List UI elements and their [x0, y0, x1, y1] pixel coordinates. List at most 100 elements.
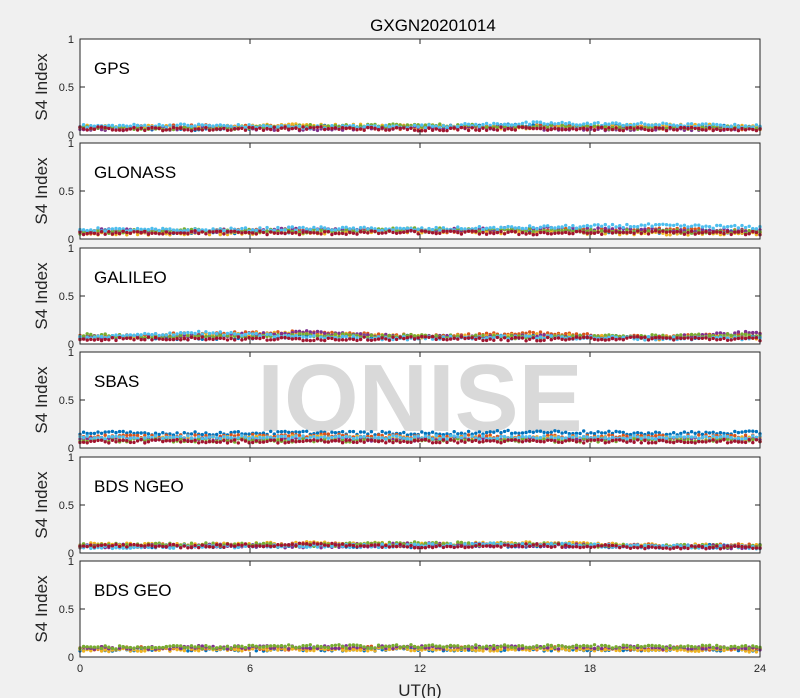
- data-point: [729, 124, 733, 129]
- data-point: [139, 337, 143, 342]
- data-point: [502, 226, 507, 230]
- data-point: [747, 127, 751, 131]
- data-point: [99, 338, 104, 343]
- data-point: [513, 226, 517, 230]
- data-point: [308, 227, 312, 231]
- data-point: [621, 225, 625, 230]
- data-point: [603, 338, 607, 342]
- data-point: [315, 125, 320, 129]
- data-point: [456, 124, 460, 129]
- data-point: [495, 125, 500, 129]
- data-point: [513, 128, 517, 132]
- data-point: [358, 337, 363, 342]
- data-point: [398, 226, 402, 230]
- data-point: [315, 227, 320, 232]
- data-point: [434, 127, 438, 131]
- data-point: [441, 337, 446, 342]
- data-point: [542, 333, 546, 337]
- data-point: [459, 232, 464, 236]
- data-point: [610, 127, 615, 132]
- data-point: [506, 224, 510, 229]
- data-point: [736, 230, 741, 234]
- data-point: [164, 333, 168, 337]
- data-point: [668, 125, 672, 130]
- plot-area: [80, 143, 760, 239]
- data-point: [139, 230, 143, 235]
- data-point: [344, 335, 348, 339]
- data-point: [639, 121, 643, 125]
- data-point: [603, 226, 607, 231]
- data-point: [200, 123, 204, 127]
- data-point: [211, 335, 215, 339]
- data-point: [92, 124, 97, 128]
- data-point: [110, 123, 115, 128]
- data-point: [456, 337, 460, 341]
- data-point: [272, 338, 276, 342]
- data-point: [301, 335, 305, 339]
- data-point: [283, 228, 287, 232]
- data-point: [474, 226, 478, 231]
- data-point: [664, 122, 669, 126]
- data-point: [650, 333, 654, 337]
- data-point: [488, 430, 492, 434]
- data-point: [481, 230, 485, 235]
- data-point: [528, 330, 532, 334]
- data-point: [650, 224, 654, 228]
- data-point: [585, 335, 589, 340]
- data-point: [560, 337, 564, 341]
- data-point: [117, 128, 122, 132]
- data-point: [474, 333, 478, 337]
- data-point: [747, 224, 751, 228]
- data-point: [463, 230, 467, 234]
- data-point: [387, 229, 392, 233]
- data-point: [499, 334, 503, 338]
- data-point: [600, 229, 604, 233]
- data-point: [276, 225, 280, 230]
- data-point: [416, 125, 420, 129]
- data-point: [319, 225, 323, 229]
- data-point: [531, 126, 535, 131]
- data-point: [632, 224, 636, 229]
- data-point: [200, 332, 204, 336]
- data-point: [89, 431, 93, 436]
- data-point: [528, 126, 532, 130]
- data-point: [175, 126, 179, 131]
- data-point: [535, 227, 539, 231]
- data-point: [215, 432, 219, 437]
- data-point: [589, 123, 593, 127]
- data-point: [466, 128, 471, 133]
- data-point: [542, 122, 546, 126]
- data-point: [520, 121, 525, 126]
- data-point: [672, 231, 676, 235]
- data-point: [398, 231, 402, 235]
- data-point: [502, 336, 507, 340]
- data-point: [733, 429, 737, 434]
- data-point: [625, 122, 629, 127]
- data-point: [265, 229, 269, 233]
- data-point: [614, 338, 618, 342]
- data-point: [679, 336, 683, 341]
- data-point: [492, 430, 496, 434]
- data-point: [689, 122, 694, 126]
- data-point: [272, 432, 276, 436]
- data-point: [215, 123, 219, 128]
- data-point: [287, 334, 291, 338]
- data-point: [488, 126, 492, 130]
- data-point: [560, 335, 564, 339]
- data-point: [218, 127, 222, 131]
- data-point: [542, 126, 546, 130]
- data-point: [348, 337, 352, 341]
- data-point: [754, 429, 759, 434]
- data-point: [600, 224, 604, 228]
- data-point: [456, 230, 460, 235]
- data-point: [211, 230, 215, 234]
- data-point: [567, 226, 571, 230]
- data-point: [135, 336, 140, 340]
- data-point: [207, 232, 212, 237]
- data-point: [283, 429, 287, 434]
- data-point: [747, 333, 751, 337]
- data-point: [301, 230, 305, 234]
- data-point: [171, 228, 176, 232]
- data-point: [179, 338, 183, 342]
- data-point: [391, 335, 395, 339]
